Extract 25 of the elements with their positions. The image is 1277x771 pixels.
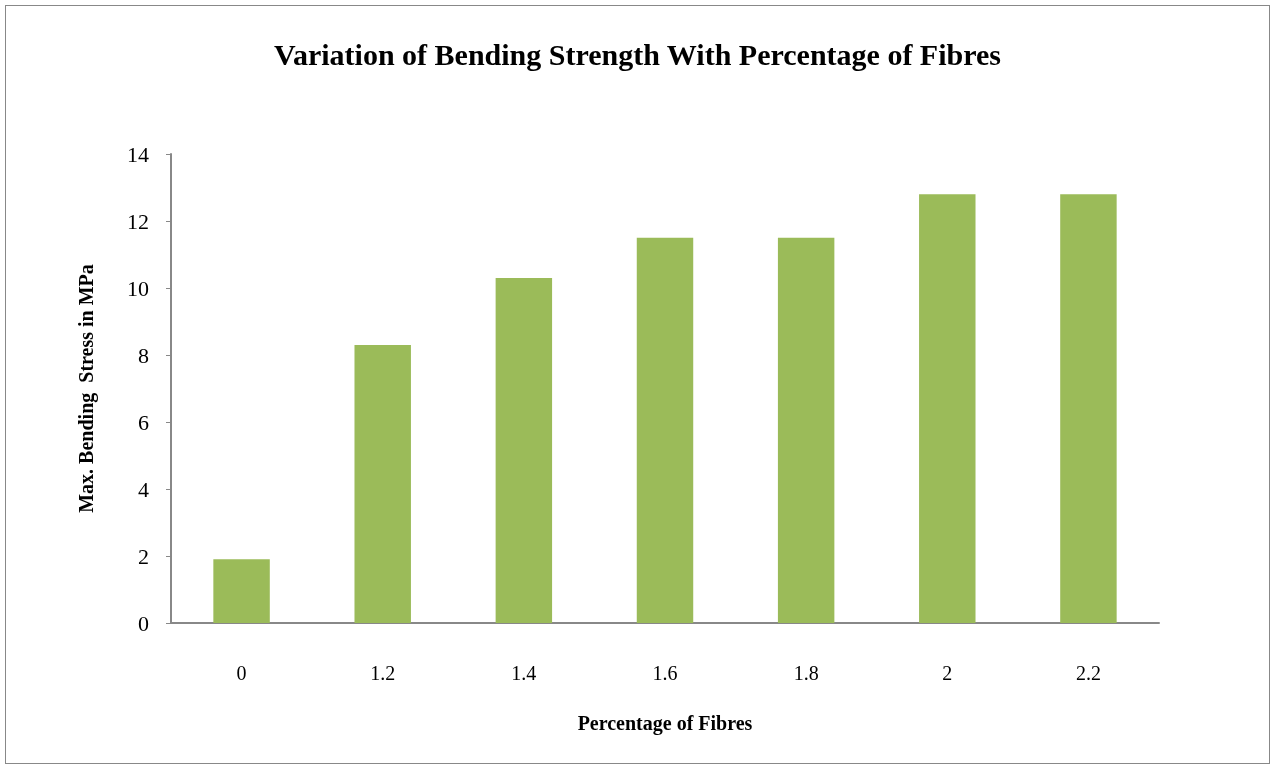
y-tick-label: 12 xyxy=(127,208,149,234)
bar xyxy=(213,559,270,623)
x-tick-label: 1.6 xyxy=(652,662,678,684)
x-tick-label: 0 xyxy=(236,662,247,684)
y-axis-title: Max. Bending Stress in MPa xyxy=(75,264,98,513)
bar xyxy=(919,194,976,623)
y-tick-label: 10 xyxy=(127,275,149,301)
y-tick-label: 4 xyxy=(138,476,149,502)
bar xyxy=(354,344,411,623)
x-tick-label: 2 xyxy=(942,662,953,684)
chart-title: Variation of Bending Strength With Percentage of Fibres xyxy=(274,37,1001,71)
bar xyxy=(495,277,553,623)
bar xyxy=(777,237,835,623)
y-tick-label: 0 xyxy=(138,610,149,636)
y-tick-label: 14 xyxy=(127,141,149,167)
x-tick-label: 1.4 xyxy=(511,662,537,684)
bar xyxy=(1060,194,1117,623)
x-tick-label: 2.2 xyxy=(1075,662,1101,684)
y-tick-label: 6 xyxy=(138,409,149,435)
x-axis-title: Percentage of Fibres xyxy=(577,712,753,735)
y-tick-label: 8 xyxy=(138,342,149,368)
x-tick-label: 1.2 xyxy=(370,662,396,684)
x-tick-label: 1.8 xyxy=(793,662,819,684)
bar xyxy=(636,237,694,623)
y-tick-label: 2 xyxy=(138,543,149,569)
